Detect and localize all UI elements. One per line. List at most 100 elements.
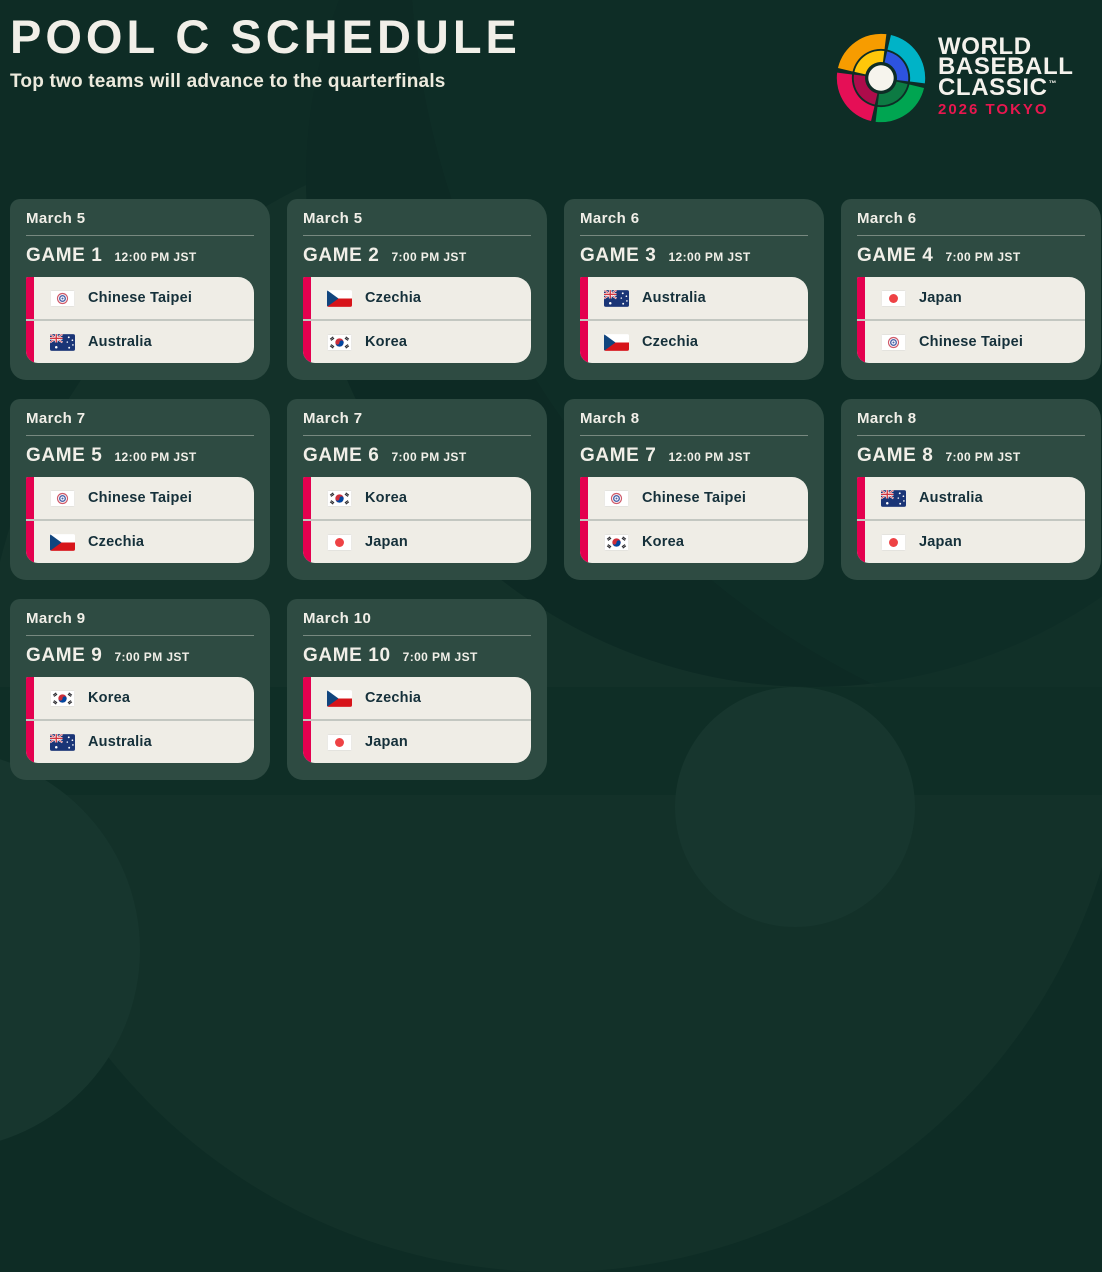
game-card: March 6 GAME 3 12:00 PM JST Australia [564,199,824,380]
game-time: 12:00 PM JST [114,450,197,464]
team-name: Korea [365,334,408,350]
team-name: Chinese Taipei [88,290,193,306]
team-row: Chinese Taipei [857,319,1085,363]
schedule-grid: March 5 GAME 1 12:00 PM JST Chinese Taip… [10,199,1101,780]
team-name: Japan [919,290,962,306]
game-number: GAME 9 [26,645,103,666]
logo-word-world: WORLD [938,33,1032,60]
team-list: Chinese Taipei Korea [580,477,808,563]
game-date: March 6 [580,210,640,227]
game-card: March 6 GAME 4 7:00 PM JST Japan Chinese… [841,199,1101,380]
game-headline: GAME 3 12:00 PM JST [580,246,808,266]
card-divider [26,635,254,636]
game-time: 12:00 PM JST [114,250,197,264]
game-headline: GAME 6 7:00 PM JST [303,446,531,466]
game-card: March 8 GAME 7 12:00 PM JST Chinese Taip… [564,399,824,580]
game-date: March 8 [580,410,640,427]
team-list: Korea Australia [26,677,254,763]
card-divider [303,435,531,436]
game-card: March 8 GAME 8 7:00 PM JST Australia [841,399,1101,580]
aus-flag-icon [50,733,75,751]
team-row: Korea [580,519,808,563]
game-card: March 5 GAME 1 12:00 PM JST Chinese Taip… [10,199,270,380]
game-time: 7:00 PM JST [402,650,478,664]
team-name: Japan [365,734,408,750]
game-date: March 5 [26,210,86,227]
aus-flag-icon [881,489,906,507]
team-row: Chinese Taipei [26,277,254,319]
tpe-flag-icon [604,489,629,507]
cze-flag-icon [327,689,352,707]
team-row: Japan [303,719,531,763]
team-row: Czechia [580,319,808,363]
game-time: 7:00 PM JST [391,450,467,464]
game-headline: GAME 10 7:00 PM JST [303,645,531,666]
game-number: GAME 4 [857,245,934,266]
team-list: Australia Czechia [580,277,808,363]
game-card: March 5 GAME 2 7:00 PM JST Czechia Korea [287,199,547,380]
tpe-flag-icon [881,333,906,351]
team-name: Czechia [88,534,145,550]
game-time: 7:00 PM JST [945,250,1021,264]
team-row: Korea [26,677,254,719]
kor-flag-icon [327,489,352,507]
team-row: Czechia [26,519,254,563]
cze-flag-icon [327,289,352,307]
game-headline: GAME 7 12:00 PM JST [580,446,808,466]
team-list: Japan Chinese Taipei [857,277,1085,363]
card-divider [580,435,808,436]
jpn-flag-icon [881,289,906,307]
game-date: March 5 [303,210,363,227]
game-card: March 10 GAME 10 7:00 PM JST Czechia Jap… [287,599,547,780]
team-name: Chinese Taipei [919,334,1024,350]
jpn-flag-icon [327,733,352,751]
team-list: Chinese Taipei Australia [26,277,254,363]
game-number: GAME 8 [857,445,934,466]
game-number: GAME 1 [26,245,103,266]
wbc-logo: WORLD BASEBALL CLASSIC™ 2026 TOKYO [834,31,1073,125]
jpn-flag-icon [881,533,906,551]
team-name: Korea [642,534,685,550]
tpe-flag-icon [50,289,75,307]
game-date: March 7 [26,410,86,427]
page-title: POOL C SCHEDULE [10,10,521,63]
cze-flag-icon [604,333,629,351]
logo-word-classic: CLASSIC™ [938,75,1073,99]
team-name: Australia [88,734,152,750]
logo-word-baseball: BASEBALL [938,53,1074,81]
game-headline: GAME 5 12:00 PM JST [26,446,254,466]
kor-flag-icon [604,533,629,551]
game-number: GAME 2 [303,245,380,266]
kor-flag-icon [50,689,75,707]
team-name: Chinese Taipei [642,490,747,506]
team-list: Czechia Korea [303,277,531,363]
team-row: Australia [857,477,1085,519]
game-date: March 8 [857,410,917,427]
game-date: March 10 [303,610,372,627]
team-row: Czechia [303,277,531,319]
game-headline: GAME 1 12:00 PM JST [26,245,254,266]
team-name: Australia [642,290,706,306]
wbc-pinwheel-icon [836,33,926,123]
card-divider [26,435,254,436]
card-divider [303,635,531,636]
jpn-flag-icon [327,533,352,551]
game-date: March 9 [26,610,86,627]
game-time: 12:00 PM JST [668,250,751,264]
game-number: GAME 10 [303,645,391,666]
page-header: POOL C SCHEDULE Top two teams will advan… [10,12,521,93]
team-name: Czechia [365,690,422,706]
team-name: Australia [919,490,983,506]
card-divider [580,235,808,236]
game-card: March 9 GAME 9 7:00 PM JST Korea [10,599,270,780]
team-row: Australia [26,319,254,363]
card-divider [857,235,1085,236]
team-name: Japan [365,534,408,550]
team-row: Korea [303,477,531,519]
team-row: Korea [303,319,531,363]
team-list: Australia Japan [857,477,1085,563]
team-name: Czechia [642,334,699,350]
team-row: Chinese Taipei [26,477,254,519]
game-time: 7:00 PM JST [114,650,190,664]
team-row: Chinese Taipei [580,477,808,519]
